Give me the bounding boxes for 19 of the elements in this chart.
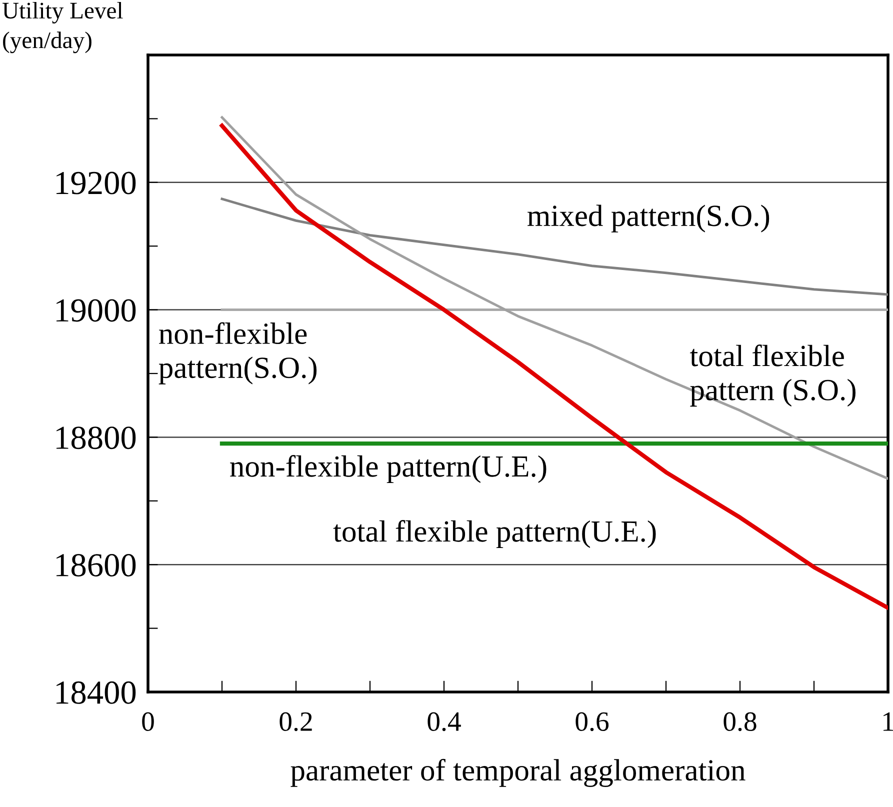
series-label: total flexible pattern(U.E.) xyxy=(333,520,656,548)
x-tick-label: 0.2 xyxy=(280,712,312,732)
x-tick-label: 0.8 xyxy=(724,712,756,732)
x-tick-label: 0 xyxy=(142,712,154,731)
y-tick-label: 18600 xyxy=(56,554,136,576)
y-tick-label: 19000 xyxy=(56,299,136,322)
y-tick-label: 18400 xyxy=(56,681,136,704)
series-label: mixed pattern(S.O.) xyxy=(528,204,770,232)
series-label: non-flexible pattern(S.O.) xyxy=(158,322,317,384)
series-label: total flexible pattern (S.O.) xyxy=(690,344,856,407)
line-series xyxy=(220,198,888,296)
series-label: non-flexible pattern(U.E.) xyxy=(230,455,546,484)
x-axis-title: parameter of temporal agglomeration xyxy=(290,758,746,787)
x-tick-label: 0.6 xyxy=(576,712,609,732)
y-tick-label: 18800 xyxy=(56,426,136,450)
x-tick-label: 0.4 xyxy=(428,712,461,732)
y-tick-label: 19200 xyxy=(56,172,136,194)
x-tick-label: 1 xyxy=(884,712,893,731)
y-axis-title: Utility Level (yen/day) xyxy=(2,2,123,54)
